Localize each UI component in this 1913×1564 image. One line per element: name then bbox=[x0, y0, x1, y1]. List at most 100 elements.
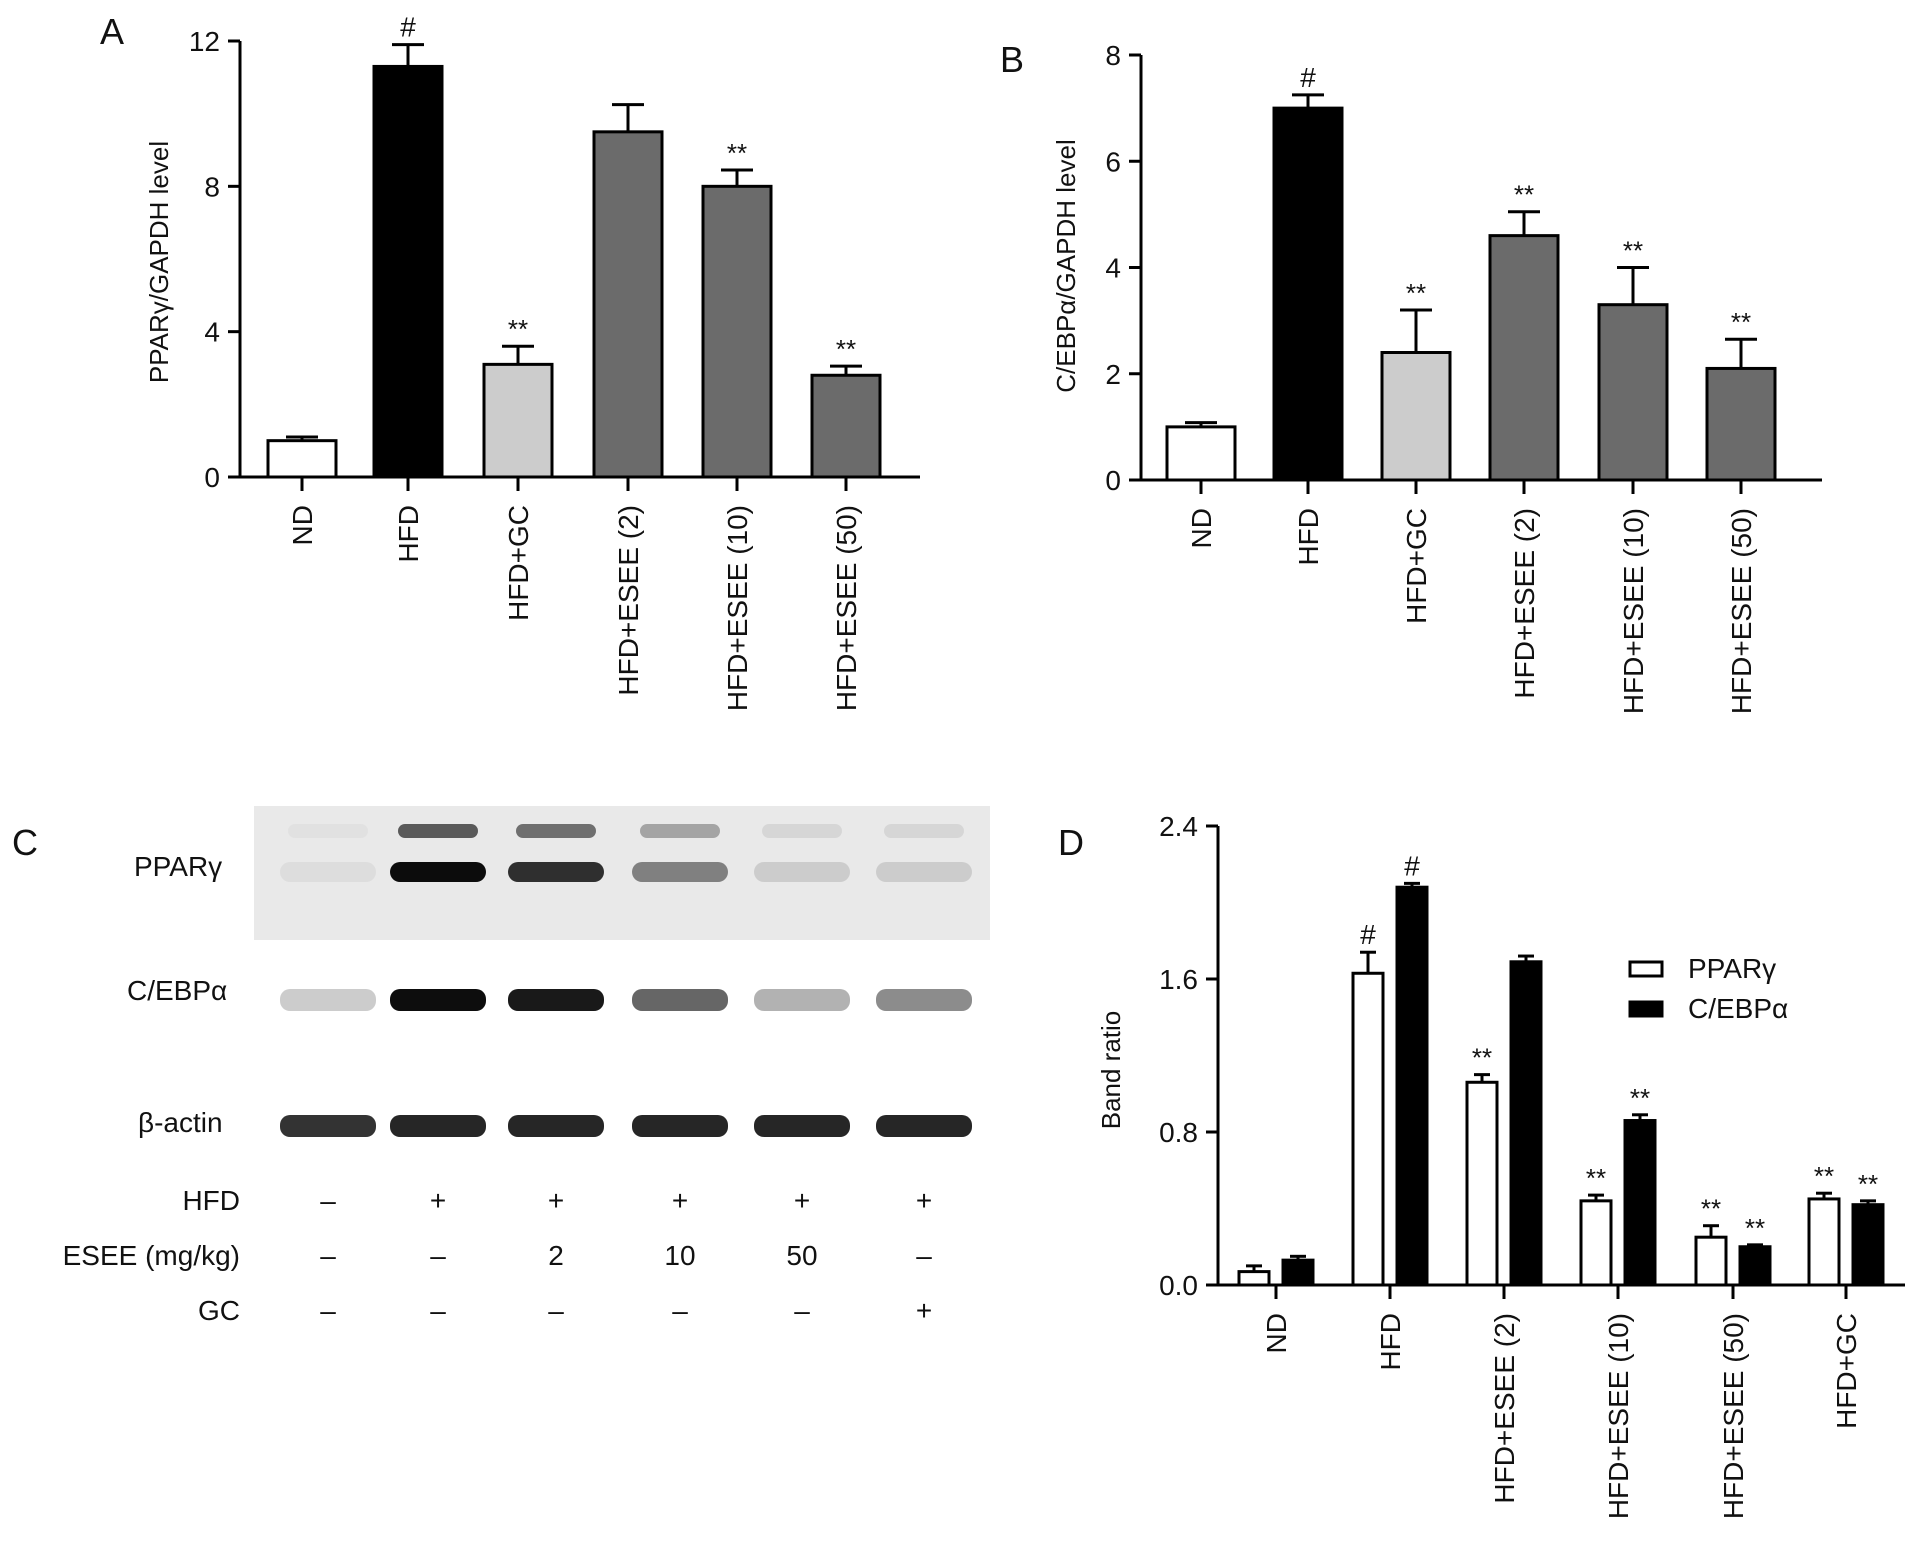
panel-b-bar bbox=[1380, 351, 1452, 482]
panel-a-significance-mark: # bbox=[400, 12, 416, 43]
panel-d-significance-mark: ** bbox=[1814, 1161, 1834, 1191]
condition-value: + bbox=[794, 1185, 810, 1216]
condition-value: + bbox=[916, 1185, 932, 1216]
panel-a-bar bbox=[372, 64, 444, 479]
panel-b-bar bbox=[1272, 106, 1344, 482]
panel-a-chart: A PPARγ/GAPDH level 0 4 8 12 ND HFD HFD+GC HFD+… bbox=[100, 11, 920, 711]
blot-band bbox=[632, 989, 728, 1011]
blot-band bbox=[508, 989, 604, 1011]
condition-value: – bbox=[320, 1295, 336, 1326]
blot-band-upper bbox=[884, 824, 964, 838]
panel-d-x-tick-label: HFD+ESEE (50) bbox=[1718, 1313, 1749, 1519]
panel-d-significance-mark: ** bbox=[1586, 1163, 1606, 1193]
panel-b-x-tick-label: HFD+GC bbox=[1401, 508, 1432, 624]
blot-band-upper bbox=[398, 824, 478, 838]
panel-d-y-tick-label: 1.6 bbox=[1159, 964, 1198, 995]
panel-a-x-tick-label: HFD+GC bbox=[503, 505, 534, 621]
panel-b-x-tick-label: HFD+ESEE (10) bbox=[1618, 508, 1649, 714]
panel-a-bar bbox=[482, 362, 554, 479]
blot-label-actin: β-actin bbox=[138, 1107, 223, 1138]
blot-band bbox=[390, 862, 486, 882]
condition-label-esee: ESEE (mg/kg) bbox=[63, 1240, 240, 1271]
condition-value: – bbox=[320, 1240, 336, 1271]
panel-a-y-tick-label: 12 bbox=[189, 26, 220, 57]
panel-a-bar bbox=[701, 184, 773, 479]
panel-b-significance-mark: # bbox=[1300, 62, 1316, 93]
panel-a-x-tick-label: HFD+ESEE (2) bbox=[613, 505, 644, 696]
blot-bands bbox=[280, 824, 972, 1137]
panel-a-y-tick-label: 8 bbox=[204, 171, 220, 202]
condition-value: – bbox=[916, 1240, 932, 1271]
panel-d-bar bbox=[1579, 1199, 1613, 1287]
panel-b-x-tick-label: ND bbox=[1186, 508, 1217, 548]
panel-b-x-tick-label: HFD bbox=[1293, 508, 1324, 566]
panel-d-y-tick-label: 2.4 bbox=[1159, 811, 1198, 842]
panel-a-bar bbox=[810, 373, 882, 479]
blot-label-ppar: PPARγ bbox=[134, 851, 222, 882]
panel-d-x-tick-label: HFD+ESEE (2) bbox=[1489, 1313, 1520, 1504]
panel-d-x-tick-label: HFD bbox=[1375, 1313, 1406, 1371]
condition-value: – bbox=[794, 1295, 810, 1326]
legend-swatch-cebpa bbox=[1628, 1000, 1664, 1018]
panel-d-bar bbox=[1465, 1080, 1499, 1287]
blot-band bbox=[754, 862, 850, 882]
blot-band-upper bbox=[640, 824, 720, 838]
panel-d-significance-mark: ** bbox=[1858, 1169, 1878, 1199]
panel-b-y-tick-label: 6 bbox=[1105, 146, 1121, 177]
panel-d-x-tick-label: ND bbox=[1261, 1313, 1292, 1353]
panel-a-significance-mark: ** bbox=[508, 314, 528, 344]
panel-d-bar bbox=[1395, 885, 1429, 1287]
panel-d-bar bbox=[1694, 1235, 1728, 1287]
condition-value: – bbox=[672, 1295, 688, 1326]
panel-d-bar bbox=[1738, 1245, 1772, 1287]
panel-b-y-tick-label: 0 bbox=[1105, 465, 1121, 496]
blot-band bbox=[508, 862, 604, 882]
blot-band-upper bbox=[516, 824, 596, 838]
condition-label-hfd: HFD bbox=[182, 1185, 240, 1216]
blot-band bbox=[508, 1115, 604, 1137]
panel-b-ylabel: C/EBPα/GAPDH level bbox=[1051, 139, 1081, 392]
panel-a-y-tick-label: 4 bbox=[204, 317, 220, 348]
condition-value: + bbox=[548, 1185, 564, 1216]
panel-d-letter: D bbox=[1058, 822, 1084, 863]
condition-value: – bbox=[320, 1185, 336, 1216]
condition-value: 2 bbox=[548, 1240, 564, 1271]
panel-b-significance-mark: ** bbox=[1731, 307, 1751, 337]
blot-band bbox=[632, 862, 728, 882]
blot-band bbox=[754, 989, 850, 1011]
condition-value: 50 bbox=[786, 1240, 817, 1271]
panel-c-letter: C bbox=[12, 822, 38, 863]
panel-b-y-tick-label: 8 bbox=[1105, 40, 1121, 71]
panel-a-x-tick-label: HFD+ESEE (50) bbox=[831, 505, 862, 711]
panel-d-bar bbox=[1807, 1197, 1841, 1287]
panel-d-bar bbox=[1351, 971, 1385, 1287]
panel-d-chart: D Band ratio PPARγ C/EBPα 0.0 0.8 1.6 2.4 ND… bbox=[1058, 811, 1905, 1519]
blot-band bbox=[876, 1115, 972, 1137]
panel-a-significance-mark: ** bbox=[727, 138, 747, 168]
blot-band bbox=[876, 989, 972, 1011]
panel-b-x-tick-label: HFD+ESEE (2) bbox=[1509, 508, 1540, 699]
condition-value: 10 bbox=[664, 1240, 695, 1271]
panel-a-bar bbox=[266, 439, 338, 479]
panel-a-x-tick-label: ND bbox=[287, 505, 318, 545]
panel-c-western-blot: C PPARγ C/EBPα β-actin HFD ESEE (mg/kg) … bbox=[12, 806, 990, 1326]
blot-band bbox=[390, 1115, 486, 1137]
panel-d-bar bbox=[1509, 960, 1543, 1287]
panel-a-letter: A bbox=[100, 11, 124, 52]
legend-label-cebpa: C/EBPα bbox=[1688, 993, 1788, 1024]
condition-values: – + + + + + – – 2 10 50 – – – – – – + bbox=[320, 1185, 932, 1326]
blot-band bbox=[632, 1115, 728, 1137]
panel-a-ylabel: PPARγ/GAPDH level bbox=[144, 141, 174, 383]
condition-value: + bbox=[916, 1295, 932, 1326]
panel-b-bar bbox=[1705, 366, 1777, 482]
panel-b-y-tick-label: 2 bbox=[1105, 359, 1121, 390]
condition-value: – bbox=[548, 1295, 564, 1326]
panel-a-bar bbox=[592, 130, 664, 479]
panel-a-x-tick-label: HFD+ESEE (10) bbox=[722, 505, 753, 711]
panel-b-bar bbox=[1165, 425, 1237, 482]
panel-b-bar bbox=[1597, 303, 1669, 482]
panel-d-significance-mark: ** bbox=[1701, 1194, 1721, 1224]
panel-d-bar bbox=[1237, 1270, 1271, 1287]
blot-ppar-background bbox=[254, 806, 990, 940]
